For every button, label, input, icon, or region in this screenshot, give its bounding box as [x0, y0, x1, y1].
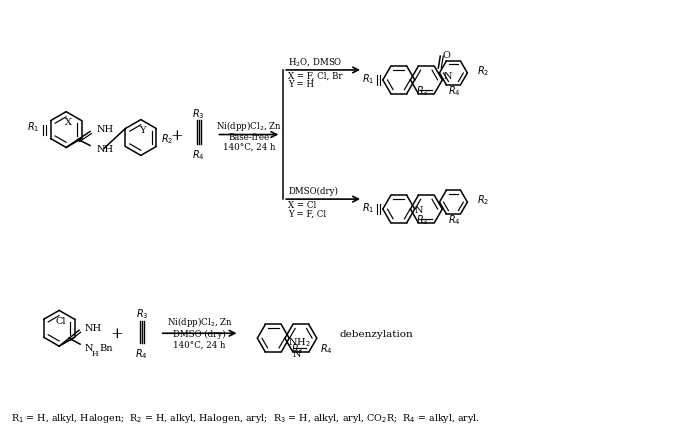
- Text: Cl: Cl: [56, 316, 66, 325]
- Text: $R_4$: $R_4$: [448, 213, 460, 227]
- Text: H: H: [92, 349, 99, 357]
- Text: $R_3$: $R_3$: [136, 307, 148, 321]
- Text: N: N: [292, 350, 301, 358]
- Text: 140°C, 24 h: 140°C, 24 h: [173, 340, 226, 349]
- Text: Y = H: Y = H: [288, 80, 314, 89]
- Text: NH: NH: [97, 125, 114, 134]
- Text: $R_4$: $R_4$: [448, 84, 460, 98]
- Text: Bn: Bn: [99, 343, 112, 352]
- Text: N: N: [444, 72, 453, 81]
- Text: 140°C, 24 h: 140°C, 24 h: [223, 143, 275, 151]
- Text: NH$_2$: NH$_2$: [288, 336, 310, 349]
- Text: $R_2$: $R_2$: [477, 64, 490, 78]
- Text: $R_3$: $R_3$: [290, 342, 303, 355]
- Text: $R_4$: $R_4$: [136, 346, 148, 360]
- Text: $R_1$: $R_1$: [27, 120, 40, 134]
- Text: debenzylation: debenzylation: [340, 329, 414, 338]
- Text: R$_1$ = H, alkyl, Halogen;  R$_2$ = H, alkyl, Halogen, aryl;  R$_3$ = H, alkyl, : R$_1$ = H, alkyl, Halogen; R$_2$ = H, al…: [12, 411, 480, 424]
- Text: $R_4$: $R_4$: [321, 342, 333, 355]
- Text: $R_3$: $R_3$: [192, 106, 205, 120]
- Text: +: +: [171, 128, 183, 142]
- Text: +: +: [110, 326, 123, 340]
- Text: $R_1$: $R_1$: [362, 72, 374, 85]
- Text: X: X: [64, 118, 72, 127]
- Text: $R_1$: $R_1$: [362, 201, 374, 214]
- Text: X = Cl: X = Cl: [288, 200, 316, 209]
- Text: X = F, Cl, Br: X = F, Cl, Br: [288, 71, 342, 80]
- Text: NH: NH: [97, 145, 114, 154]
- Text: DMSO(dry): DMSO(dry): [288, 186, 338, 195]
- Text: O: O: [443, 50, 450, 59]
- Text: $R_3$: $R_3$: [416, 213, 429, 227]
- Text: Y = F, Cl: Y = F, Cl: [288, 209, 326, 218]
- Text: Y: Y: [140, 126, 146, 135]
- Text: $R_2$: $R_2$: [477, 193, 490, 207]
- Text: DMSO (dry): DMSO (dry): [173, 329, 226, 338]
- Text: $R_4$: $R_4$: [192, 148, 205, 162]
- Text: H$_2$O, DMSO: H$_2$O, DMSO: [288, 56, 342, 68]
- Text: Ni(dpp)Cl$_2$, Zn: Ni(dpp)Cl$_2$, Zn: [216, 118, 282, 132]
- Text: Base-free: Base-free: [228, 133, 269, 141]
- Text: $R_2$: $R_2$: [162, 132, 174, 146]
- Text: Ni(dpp)Cl$_2$, Zn: Ni(dpp)Cl$_2$, Zn: [166, 315, 232, 329]
- Text: N: N: [85, 343, 94, 352]
- Text: NH: NH: [85, 323, 102, 332]
- Text: N: N: [414, 206, 423, 215]
- Text: $R_3$: $R_3$: [416, 84, 429, 98]
